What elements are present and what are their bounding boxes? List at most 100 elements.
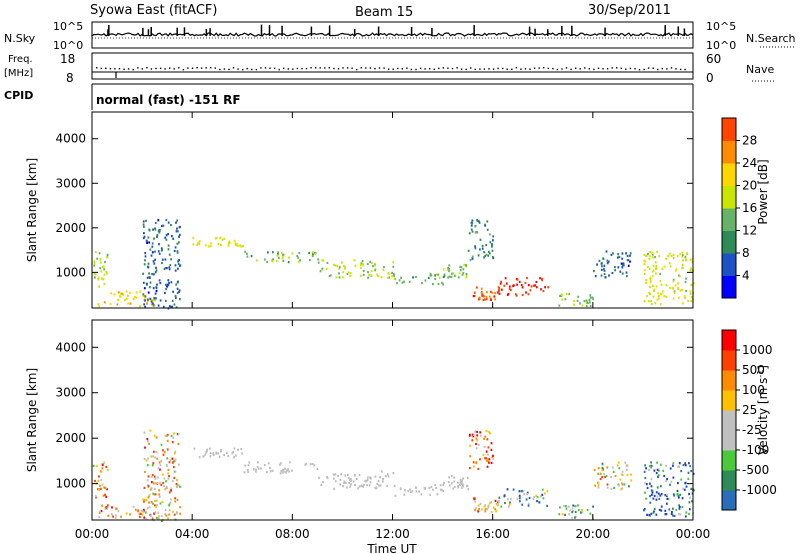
heatmap-cell bbox=[626, 275, 628, 278]
heatmap-cell bbox=[394, 494, 397, 497]
heatmap-cell bbox=[508, 503, 511, 506]
heatmap-cell bbox=[685, 277, 687, 280]
colorbar-tick-label: 20 bbox=[742, 179, 757, 193]
heatmap-cell bbox=[471, 219, 474, 222]
heatmap-cell bbox=[170, 434, 173, 438]
heatmap-cell bbox=[483, 256, 485, 259]
heatmap-cell bbox=[391, 271, 393, 274]
heatmap-cell bbox=[359, 263, 362, 266]
heatmap-cell bbox=[621, 266, 624, 269]
heatmap-cell bbox=[606, 259, 609, 262]
heatmap-cell bbox=[677, 512, 680, 516]
freq-tick-high: 18 bbox=[60, 52, 75, 66]
heatmap-cell bbox=[450, 474, 453, 478]
heatmap-cell bbox=[661, 290, 664, 293]
heatmap-cell bbox=[233, 239, 236, 242]
heatmap-cell bbox=[132, 505, 135, 508]
heatmap-cell bbox=[377, 479, 380, 483]
heatmap-cell bbox=[467, 488, 470, 491]
heatmap-cell bbox=[360, 262, 363, 265]
heatmap-cell bbox=[297, 256, 300, 259]
heatmap-cell bbox=[565, 507, 568, 510]
heatmap-cell bbox=[677, 255, 679, 258]
heatmap-cell bbox=[366, 478, 369, 482]
heatmap-cell bbox=[621, 272, 624, 275]
heatmap-cell bbox=[335, 276, 338, 279]
colorbar-swatch bbox=[722, 118, 736, 141]
nave-dot bbox=[666, 68, 668, 70]
heatmap-cell bbox=[443, 273, 446, 276]
heatmap-cell bbox=[149, 248, 152, 251]
heatmap-cell bbox=[174, 294, 177, 298]
heatmap-cell bbox=[597, 472, 600, 475]
heatmap-cell bbox=[678, 275, 681, 278]
heatmap-cell bbox=[428, 486, 431, 490]
heatmap-cell bbox=[666, 497, 669, 500]
heatmap-cell bbox=[488, 458, 491, 461]
heatmap-cell bbox=[503, 494, 506, 497]
heatmap-cell bbox=[369, 476, 371, 479]
heatmap-cell bbox=[604, 276, 607, 279]
heatmap-cell bbox=[489, 297, 492, 300]
heatmap-cell bbox=[488, 233, 491, 236]
heatmap-cell bbox=[146, 479, 149, 482]
heatmap-cell bbox=[429, 493, 432, 496]
heatmap-cell bbox=[165, 219, 168, 222]
heatmap-cell bbox=[691, 500, 693, 503]
heatmap-cell bbox=[544, 492, 546, 495]
heatmap-cell bbox=[448, 484, 451, 487]
heatmap-cell bbox=[600, 262, 603, 265]
heatmap-cell bbox=[392, 261, 395, 264]
heatmap-cell bbox=[250, 255, 253, 258]
heatmap-cell bbox=[643, 263, 646, 266]
heatmap-cell bbox=[410, 490, 412, 493]
heatmap-cell bbox=[242, 245, 244, 248]
heatmap-cell bbox=[164, 509, 167, 512]
heatmap-cell bbox=[142, 498, 145, 501]
heatmap-cell bbox=[205, 451, 207, 454]
heatmap-cell bbox=[160, 460, 163, 463]
nave-dot bbox=[127, 68, 130, 70]
heatmap-cell bbox=[688, 462, 690, 465]
heatmap-cell bbox=[658, 508, 661, 511]
nave-dot bbox=[575, 67, 577, 69]
heatmap-cell bbox=[487, 505, 490, 509]
heatmap-cell bbox=[684, 481, 687, 484]
heatmap-cell bbox=[142, 293, 145, 296]
heatmap-cell bbox=[468, 232, 471, 235]
heatmap-cell bbox=[492, 256, 494, 259]
heatmap-cell bbox=[460, 481, 463, 484]
heatmap-cell bbox=[541, 277, 543, 280]
heatmap-cell bbox=[97, 303, 100, 306]
heatmap-cell bbox=[476, 434, 479, 437]
nave-dot bbox=[219, 68, 221, 71]
heatmap-cell bbox=[154, 477, 157, 480]
heatmap-cell bbox=[152, 299, 155, 302]
nave-dot bbox=[675, 68, 677, 70]
heatmap-cell bbox=[624, 461, 627, 464]
heatmap-cell bbox=[153, 297, 156, 300]
heatmap-cell bbox=[162, 305, 165, 308]
heatmap-cell bbox=[147, 440, 149, 443]
heatmap-cell bbox=[338, 266, 341, 269]
heatmap-cell bbox=[450, 482, 453, 485]
heatmap-cell bbox=[491, 243, 493, 246]
heatmap-cell bbox=[148, 229, 151, 232]
heatmap-cell bbox=[98, 475, 100, 478]
heatmap-cell bbox=[372, 265, 374, 268]
heatmap-cell bbox=[415, 275, 417, 278]
colorbar-swatch bbox=[722, 163, 736, 186]
nave-dot bbox=[260, 67, 262, 69]
heatmap-cell bbox=[625, 468, 628, 471]
heatmap-cell bbox=[121, 292, 123, 295]
heatmap-cell bbox=[178, 289, 181, 292]
heatmap-cell bbox=[678, 505, 681, 508]
heatmap-cell bbox=[561, 513, 564, 516]
heatmap-cell bbox=[643, 509, 645, 512]
station-title: Syowa East (fitACF) bbox=[90, 3, 217, 18]
heatmap-cell bbox=[447, 481, 450, 484]
heatmap-cell bbox=[177, 442, 180, 445]
heatmap-cell bbox=[342, 271, 345, 274]
heatmap-cell bbox=[174, 458, 177, 461]
heatmap-cell bbox=[546, 504, 548, 507]
